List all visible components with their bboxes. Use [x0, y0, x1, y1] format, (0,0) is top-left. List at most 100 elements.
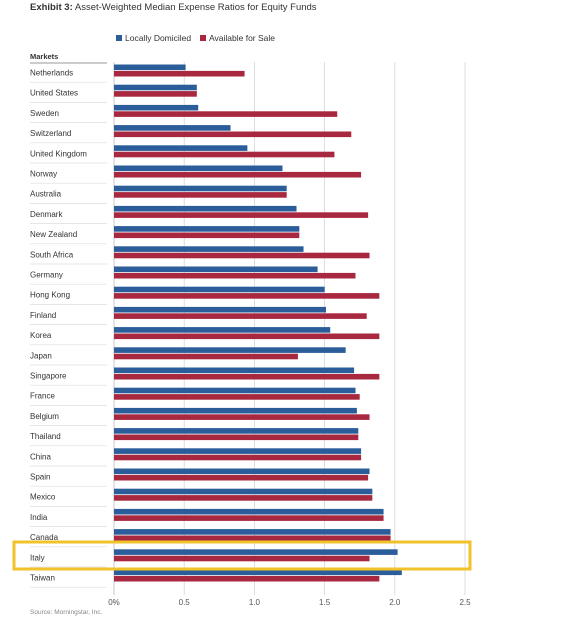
x-tick-label: 2.5	[459, 598, 471, 607]
legend-label-local: Locally Domiciled	[125, 33, 191, 43]
category-label: Belgium	[30, 412, 59, 421]
bar-locally-domiciled	[114, 246, 304, 252]
x-tick-label: 1.5	[319, 598, 331, 607]
legend: Locally Domiciled Available for Sale	[116, 33, 275, 43]
legend-swatch-sale	[200, 35, 206, 41]
category-label: Australia	[30, 190, 62, 199]
category-label: China	[30, 452, 51, 461]
bar-locally-domiciled	[114, 529, 391, 535]
category-label: Italy	[30, 553, 45, 562]
x-axis-ticks: 0% 0.5 1.0 1.5 2.0 2.5	[108, 598, 471, 607]
category-label: Mexico	[30, 493, 56, 502]
bar-available-for-sale	[114, 70, 245, 77]
x-tick-label: 0%	[108, 598, 120, 607]
bar-available-for-sale	[114, 394, 360, 400]
bar-locally-domiciled	[114, 327, 331, 333]
bar-available-for-sale	[114, 555, 370, 562]
x-tick-label: 2.0	[389, 598, 401, 607]
bar-available-for-sale	[114, 272, 356, 279]
bar-locally-domiciled	[114, 448, 362, 454]
bar-available-for-sale	[114, 353, 298, 360]
source-note: Source: Morningstar, Inc.	[30, 609, 102, 616]
category-label: Hong Kong	[30, 291, 70, 300]
bar-locally-domiciled	[114, 306, 327, 313]
category-label: South Africa	[30, 250, 74, 259]
bar-available-for-sale	[114, 293, 380, 299]
category-label: United States	[30, 89, 78, 98]
category-label: Canada	[30, 533, 59, 542]
category-label: Taiwan	[30, 574, 55, 583]
category-header: Markets	[30, 52, 58, 61]
category-label: New Zealand	[30, 230, 77, 239]
bar-locally-domiciled	[114, 165, 283, 172]
bar-available-for-sale	[114, 515, 384, 521]
bar-locally-domiciled	[114, 205, 297, 212]
bar-locally-domiciled	[114, 488, 373, 495]
category-label: India	[30, 513, 48, 522]
category-label: France	[30, 392, 55, 401]
bar-available-for-sale	[114, 91, 197, 97]
bar-locally-domiciled	[114, 286, 325, 293]
bar-locally-domiciled	[114, 64, 186, 71]
bar-locally-domiciled	[114, 407, 357, 414]
category-label: Switzerland	[30, 129, 71, 138]
bar-available-for-sale	[114, 232, 300, 239]
bar-available-for-sale	[114, 212, 369, 218]
bar-available-for-sale	[114, 535, 391, 542]
bar-locally-domiciled	[114, 84, 197, 91]
bar-locally-domiciled	[114, 104, 199, 111]
bar-available-for-sale	[114, 434, 359, 441]
category-label: United Kingdom	[30, 149, 87, 158]
bar-available-for-sale	[114, 151, 335, 158]
bar-locally-domiciled	[114, 508, 384, 515]
legend-swatch-local	[116, 35, 122, 41]
bar-available-for-sale	[114, 575, 380, 582]
bar-available-for-sale	[114, 454, 362, 461]
bar-available-for-sale	[114, 474, 369, 481]
category-label: Netherlands	[30, 69, 73, 78]
bars	[114, 64, 402, 582]
chart-title: Exhibit 3: Asset-Weighted Median Expense…	[30, 2, 317, 13]
bar-available-for-sale	[114, 333, 380, 340]
category-label: Finland	[30, 311, 56, 320]
category-label: Spain	[30, 473, 50, 482]
category-rows: Netherlands United States Sweden Switzerlan…	[30, 69, 107, 588]
bar-locally-domiciled	[114, 266, 318, 273]
bar-available-for-sale	[114, 414, 370, 420]
bar-locally-domiciled	[114, 145, 248, 151]
category-label: Singapore	[30, 372, 67, 381]
bar-available-for-sale	[114, 192, 287, 198]
bar-locally-domiciled	[114, 367, 355, 374]
category-label: Sweden	[30, 109, 59, 118]
category-label: Norway	[30, 170, 57, 179]
highlight-box	[12, 540, 472, 571]
legend-label-sale: Available for Sale	[209, 33, 275, 43]
category-label: Thailand	[30, 432, 61, 441]
bar-locally-domiciled	[114, 226, 300, 232]
category-label: Germany	[30, 271, 63, 280]
bar-locally-domiciled	[114, 569, 402, 576]
chart-title-prefix: Exhibit 3:	[30, 2, 73, 13]
bar-available-for-sale	[114, 171, 362, 178]
bar-locally-domiciled	[114, 347, 346, 353]
category-label: Denmark	[30, 210, 63, 219]
bar-locally-domiciled	[114, 387, 356, 394]
bar-locally-domiciled	[114, 428, 359, 434]
bar-available-for-sale	[114, 111, 338, 117]
bar-available-for-sale	[114, 373, 380, 380]
bar-available-for-sale	[114, 131, 352, 138]
chart-title-rest: Asset-Weighted Median Expense Ratios for…	[73, 2, 317, 13]
bar-locally-domiciled	[114, 468, 370, 475]
bar-available-for-sale	[114, 252, 370, 259]
x-tick-label: 0.5	[179, 598, 191, 607]
bar-available-for-sale	[114, 495, 373, 501]
bar-available-for-sale	[114, 313, 367, 319]
bar-locally-domiciled	[114, 125, 231, 131]
bar-locally-domiciled	[114, 185, 287, 192]
x-tick-label: 1.0	[249, 598, 261, 607]
bar-locally-domiciled	[114, 549, 398, 555]
category-label: Japan	[30, 351, 52, 360]
category-label: Korea	[30, 331, 52, 340]
